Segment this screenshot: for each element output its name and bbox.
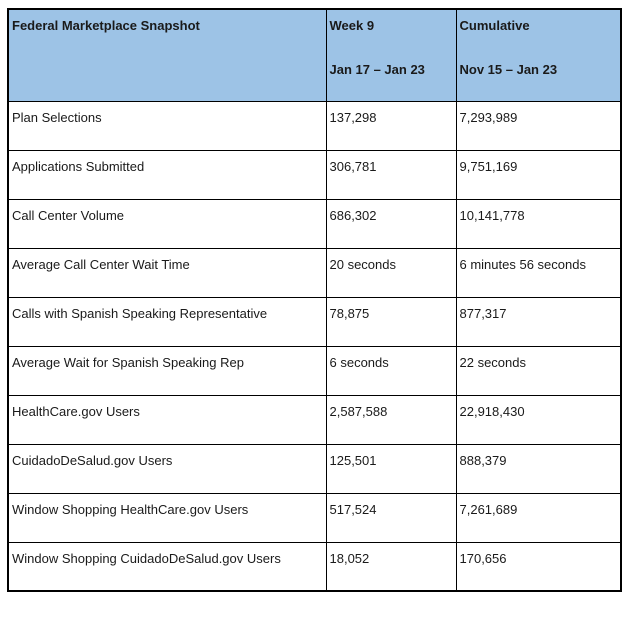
cumulative-value: 877,317 [455,296,622,347]
cumulative-value: 888,379 [455,443,622,494]
cumulative-value: 22 seconds [455,345,622,396]
column-header-cumulative: Cumulative Nov 15 – Jan 23 [455,8,622,102]
metric-label: HealthCare.gov Users [7,394,327,445]
week-value: 18,052 [325,541,457,592]
table-row: Average Wait for Spanish Speaking Rep 6 … [7,345,622,396]
table-header-row: Federal Marketplace Snapshot Week 9 Jan … [7,8,622,102]
metric-label: Plan Selections [7,100,327,151]
table-row: HealthCare.gov Users 2,587,588 22,918,43… [7,394,622,445]
cumulative-value: 6 minutes 56 seconds [455,247,622,298]
metric-label: Calls with Spanish Speaking Representati… [7,296,327,347]
cumulative-column-label: Cumulative [459,18,530,33]
week-value: 125,501 [325,443,457,494]
table-row: Plan Selections 137,298 7,293,989 [7,100,622,151]
table-row: Average Call Center Wait Time 20 seconds… [7,247,622,298]
metric-label: Window Shopping CuidadoDeSalud.gov Users [7,541,327,592]
week-value: 20 seconds [325,247,457,298]
week-value: 686,302 [325,198,457,249]
cumulative-value: 10,141,778 [455,198,622,249]
table-row: Window Shopping CuidadoDeSalud.gov Users… [7,541,622,592]
table-title: Federal Marketplace Snapshot [7,8,327,102]
week-value: 517,524 [325,492,457,543]
week-value: 78,875 [325,296,457,347]
week-value: 2,587,588 [325,394,457,445]
metric-label: Average Wait for Spanish Speaking Rep [7,345,327,396]
table-body: Plan Selections 137,298 7,293,989 Applic… [7,100,622,592]
cumulative-value: 170,656 [455,541,622,592]
cumulative-value: 7,261,689 [455,492,622,543]
cumulative-value: 22,918,430 [455,394,622,445]
week-column-label: Week 9 [329,18,375,33]
metric-label: Average Call Center Wait Time [7,247,327,298]
week-column-date-range: Jan 17 – Jan 23 [329,62,425,77]
metric-label: Window Shopping HealthCare.gov Users [7,492,327,543]
metric-label: Call Center Volume [7,198,327,249]
metric-label: CuidadoDeSalud.gov Users [7,443,327,494]
metric-label: Applications Submitted [7,149,327,200]
federal-marketplace-table: Federal Marketplace Snapshot Week 9 Jan … [7,8,622,592]
table-row: Call Center Volume 686,302 10,141,778 [7,198,622,249]
week-value: 306,781 [325,149,457,200]
cumulative-value: 7,293,989 [455,100,622,151]
column-header-week: Week 9 Jan 17 – Jan 23 [325,8,457,102]
cumulative-value: 9,751,169 [455,149,622,200]
week-value: 6 seconds [325,345,457,396]
table-row: Window Shopping HealthCare.gov Users 517… [7,492,622,543]
week-value: 137,298 [325,100,457,151]
table-row: Applications Submitted 306,781 9,751,169 [7,149,622,200]
table-row: Calls with Spanish Speaking Representati… [7,296,622,347]
table-row: CuidadoDeSalud.gov Users 125,501 888,379 [7,443,622,494]
cumulative-column-date-range: Nov 15 – Jan 23 [459,62,558,77]
